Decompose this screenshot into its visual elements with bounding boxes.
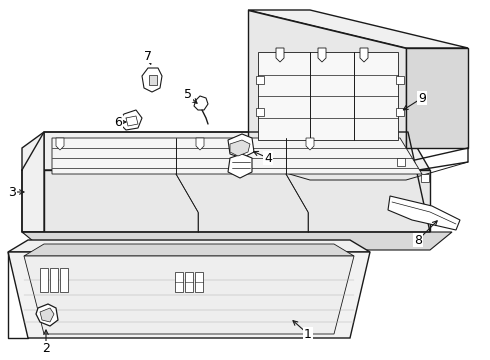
Polygon shape (24, 244, 354, 256)
Polygon shape (248, 10, 468, 48)
Polygon shape (8, 252, 370, 338)
Polygon shape (52, 138, 422, 174)
Polygon shape (195, 272, 203, 292)
Polygon shape (228, 154, 252, 178)
Text: 5: 5 (184, 89, 192, 102)
Polygon shape (22, 170, 44, 232)
Text: 8: 8 (414, 234, 422, 247)
Polygon shape (396, 108, 404, 116)
Polygon shape (360, 48, 368, 62)
Text: 6: 6 (114, 116, 122, 129)
Polygon shape (175, 272, 183, 292)
Polygon shape (388, 196, 460, 230)
Polygon shape (421, 174, 429, 182)
Polygon shape (44, 132, 430, 232)
Polygon shape (36, 304, 58, 326)
Polygon shape (24, 256, 354, 334)
Polygon shape (50, 268, 58, 292)
Polygon shape (22, 232, 452, 250)
Polygon shape (406, 48, 468, 148)
Polygon shape (318, 48, 326, 62)
Text: 9: 9 (418, 91, 426, 104)
Text: 3: 3 (8, 185, 16, 198)
Polygon shape (276, 48, 284, 62)
Polygon shape (22, 132, 430, 232)
Polygon shape (56, 138, 64, 150)
Polygon shape (256, 108, 264, 116)
Polygon shape (60, 268, 68, 292)
Polygon shape (310, 162, 406, 172)
Polygon shape (248, 10, 406, 148)
Polygon shape (40, 308, 54, 322)
Text: 4: 4 (264, 152, 272, 165)
Polygon shape (230, 140, 250, 156)
Polygon shape (44, 170, 430, 232)
Text: 1: 1 (304, 328, 312, 341)
Polygon shape (8, 240, 370, 252)
Polygon shape (44, 132, 430, 170)
Polygon shape (22, 132, 44, 232)
Polygon shape (397, 158, 405, 166)
Polygon shape (196, 138, 204, 150)
Polygon shape (142, 68, 162, 92)
Polygon shape (194, 96, 208, 110)
Polygon shape (396, 76, 404, 84)
Text: 7: 7 (144, 49, 152, 63)
Polygon shape (258, 52, 398, 140)
Text: 2: 2 (42, 342, 50, 355)
Polygon shape (306, 138, 314, 150)
Polygon shape (256, 76, 264, 84)
Polygon shape (228, 134, 254, 158)
Polygon shape (118, 110, 142, 130)
Polygon shape (40, 268, 48, 292)
Polygon shape (149, 75, 157, 85)
Polygon shape (185, 272, 193, 292)
